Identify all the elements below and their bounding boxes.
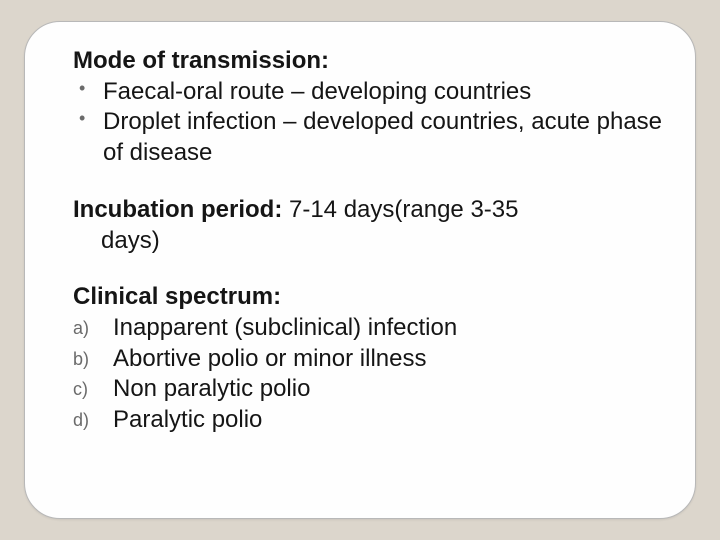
clinical-heading: Clinical spectrum:: [73, 282, 665, 313]
incubation-section: Incubation period: 7-14 days(range 3-35 …: [73, 195, 665, 256]
transmission-heading: Mode of transmission:: [73, 46, 665, 77]
incubation-value-part1: 7-14 days(range 3-35: [282, 196, 518, 223]
incubation-value-part2: days): [73, 226, 665, 257]
list-item: b) Abortive polio or minor illness: [73, 344, 665, 375]
list-marker: d): [73, 409, 89, 432]
list-item-text: Non paralytic polio: [113, 375, 310, 402]
list-item-text: Faecal-oral route – developing countries: [103, 78, 531, 105]
list-item-text: Inapparent (subclinical) infection: [113, 314, 457, 341]
list-item: d) Paralytic polio: [73, 405, 665, 436]
list-item-text: Abortive polio or minor illness: [113, 345, 426, 372]
list-item: c) Non paralytic polio: [73, 374, 665, 405]
list-marker: c): [73, 378, 88, 401]
list-marker: a): [73, 317, 89, 340]
transmission-list: Faecal-oral route – developing countries…: [73, 77, 665, 169]
list-item-text: Droplet infection – developed countries,…: [103, 108, 662, 166]
transmission-section: Mode of transmission: Faecal-oral route …: [73, 46, 665, 169]
incubation-heading: Incubation period:: [73, 196, 282, 223]
list-item: Droplet infection – developed countries,…: [73, 107, 665, 168]
list-marker: b): [73, 348, 89, 371]
list-item: a) Inapparent (subclinical) infection: [73, 313, 665, 344]
slide-card: Mode of transmission: Faecal-oral route …: [24, 21, 696, 519]
clinical-list: a) Inapparent (subclinical) infection b)…: [73, 313, 665, 436]
list-item: Faecal-oral route – developing countries: [73, 77, 665, 108]
list-item-text: Paralytic polio: [113, 406, 262, 433]
clinical-section: Clinical spectrum: a) Inapparent (subcli…: [73, 282, 665, 436]
incubation-line: Incubation period: 7-14 days(range 3-35 …: [73, 195, 665, 256]
